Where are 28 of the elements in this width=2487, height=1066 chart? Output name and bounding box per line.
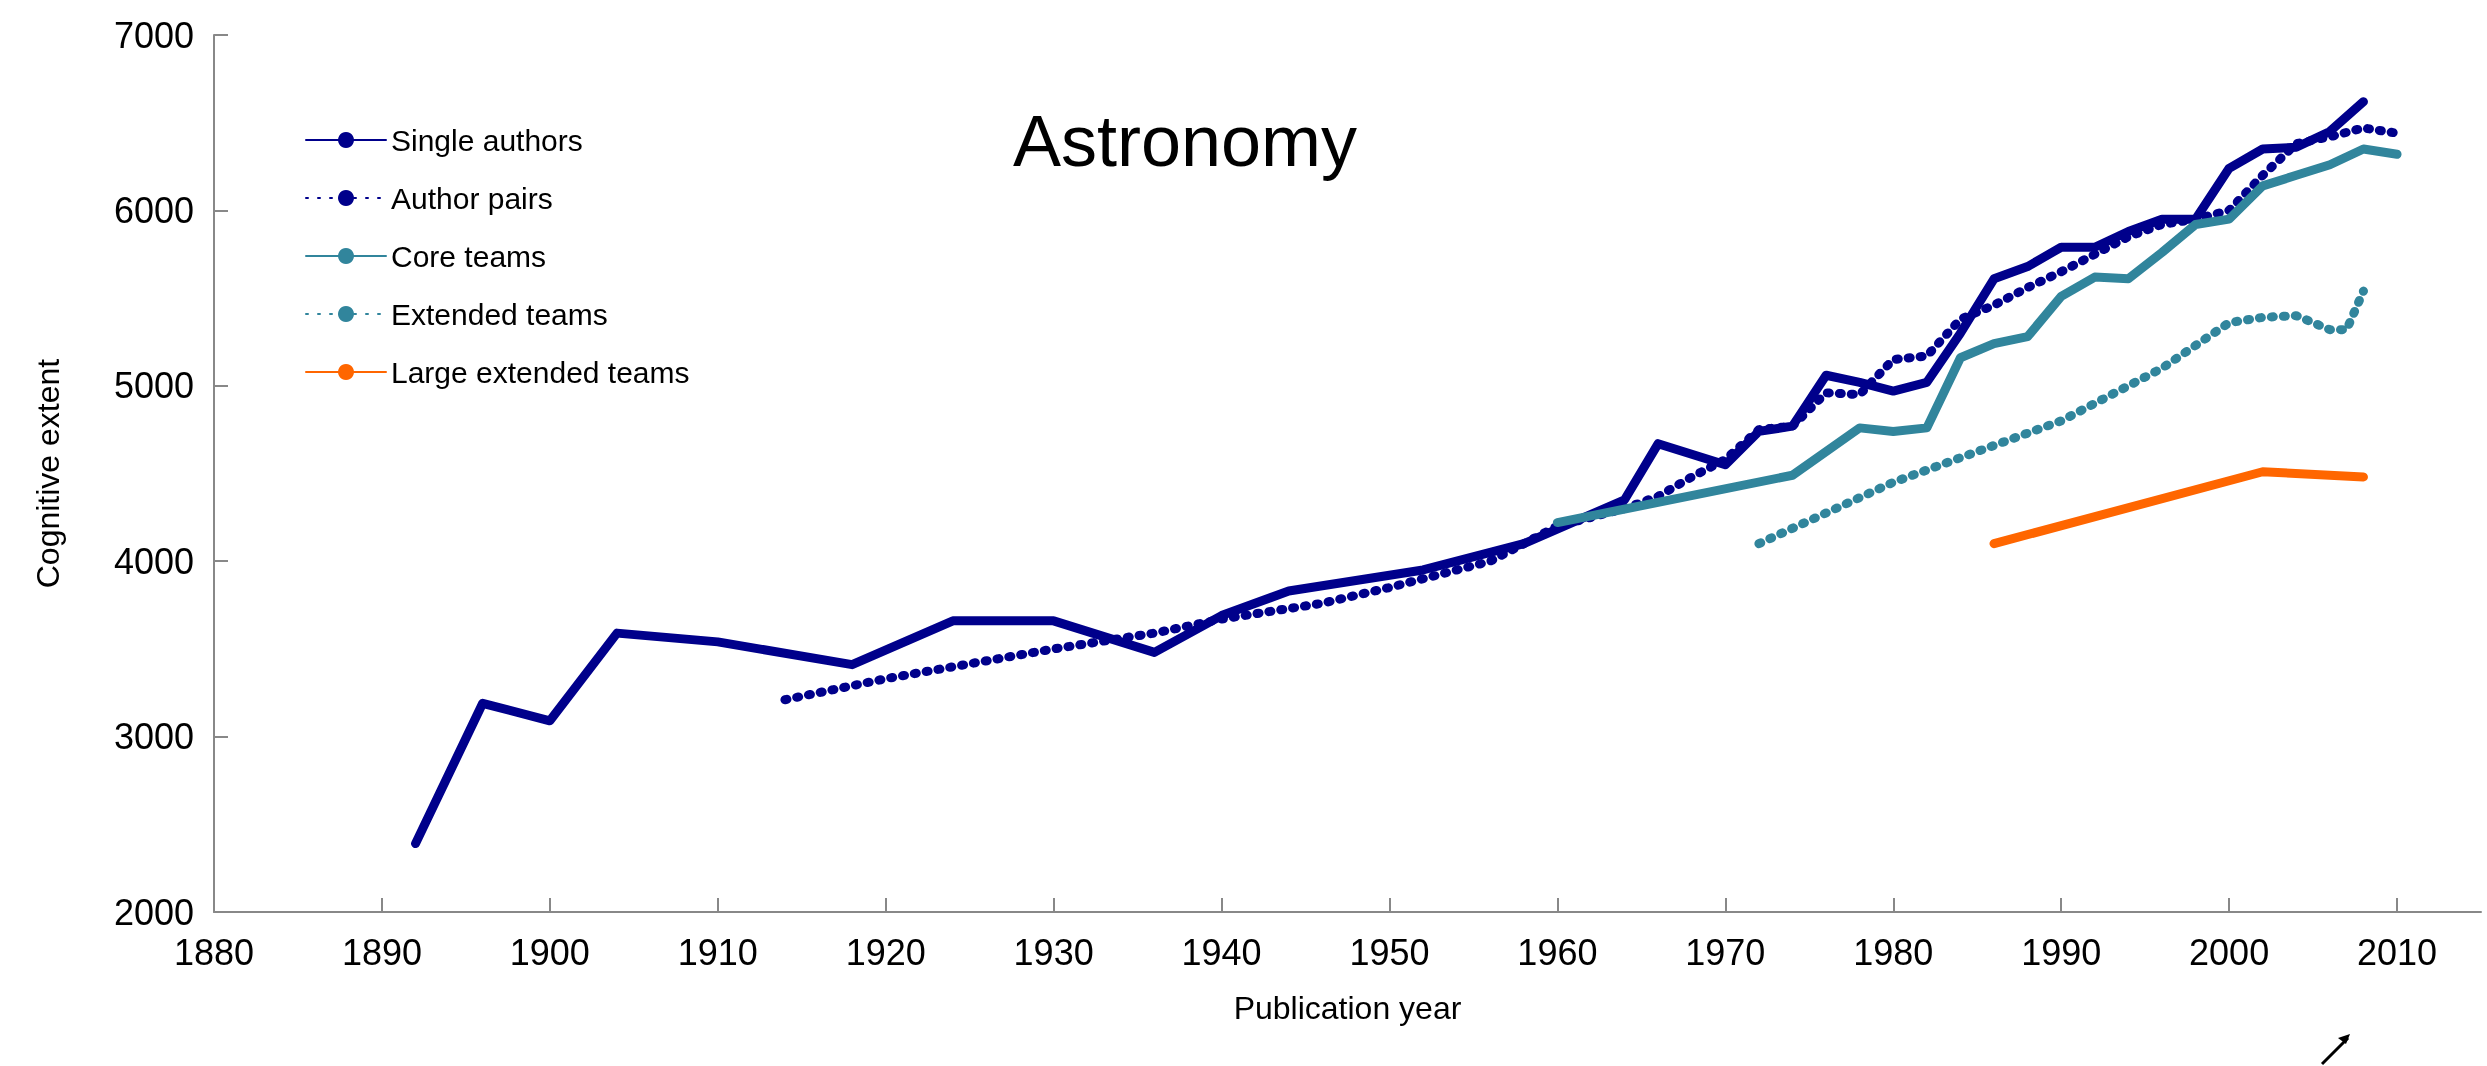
x-tick-label: 1960	[1517, 931, 1598, 973]
x-tick-label: 2010	[2356, 931, 2438, 973]
legend-label: Extended teams	[391, 297, 608, 331]
legend-label: Author pairs	[391, 181, 553, 215]
legend-label: Core teams	[391, 239, 547, 273]
x-tick-label: 2000	[2189, 931, 2270, 973]
x-tick-label: 1980	[1853, 931, 1934, 973]
x-tick-label: 1920	[845, 931, 926, 973]
x-tick-label: 1990	[2021, 931, 2102, 973]
x-tick-label: 1970	[1685, 931, 1766, 973]
x-tick-label: 1900	[509, 931, 590, 973]
x-tick-label: 1940	[1181, 931, 1262, 973]
y-tick-label: 7000	[113, 14, 194, 56]
y-tick-label: 5000	[113, 365, 194, 407]
x-tick-label: 1880	[173, 931, 255, 973]
text: Astronomy	[1012, 101, 1358, 181]
y-tick-label: 6000	[113, 189, 194, 231]
legend-label: Single authors	[391, 123, 583, 157]
x-tick-label: 1890	[341, 931, 422, 973]
x-tick-label: 1910	[677, 931, 758, 973]
y-axis-title: Cognitive extent	[30, 358, 66, 589]
legend-label: Large extended teams	[391, 355, 690, 389]
y-tick-label: 2000	[113, 891, 194, 933]
x-axis-title: Publication year	[1233, 990, 1462, 1026]
x-tick-label: 1930	[1013, 931, 1094, 973]
y-tick-label: 4000	[113, 540, 194, 582]
x-tick-label: 1950	[1349, 931, 1430, 973]
y-tick-label: 3000	[113, 716, 194, 758]
